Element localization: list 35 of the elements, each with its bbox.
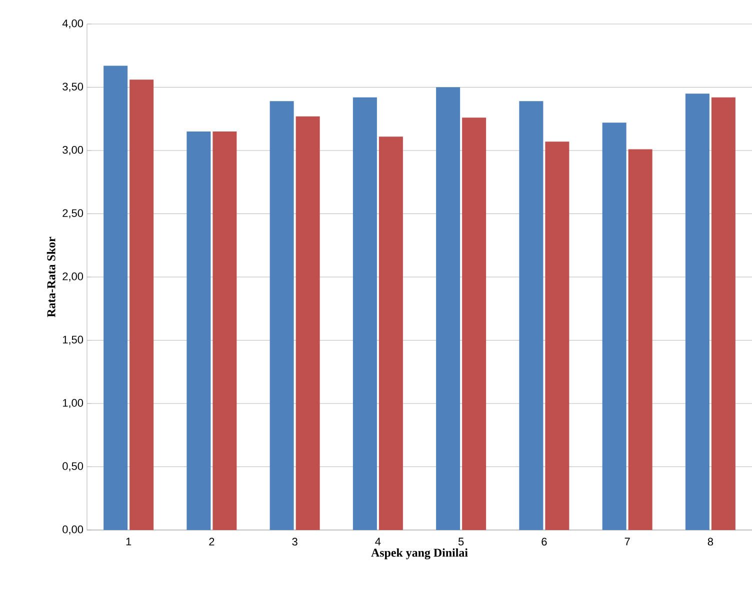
bar: [462, 118, 486, 530]
y-tick-label: 2,50: [62, 209, 84, 218]
bar: [519, 101, 544, 530]
bar: [685, 94, 710, 530]
y-tick-label: 1,50: [62, 336, 84, 345]
bar: [628, 149, 652, 530]
x-tick-label: 7: [624, 538, 630, 546]
bar: [130, 80, 154, 530]
bar: [436, 87, 460, 530]
bar: [212, 132, 237, 530]
y-tick-label: 0,50: [62, 462, 84, 472]
bar: [711, 97, 736, 530]
y-tick-label: 1,00: [62, 398, 84, 408]
x-tick-label: 3: [292, 538, 298, 546]
y-tick-label: 2,00: [62, 272, 84, 282]
y-tick-label: 0,00: [62, 525, 84, 535]
bar: [545, 142, 570, 530]
bar: [104, 66, 128, 530]
x-tick-label: 8: [708, 538, 714, 546]
x-tick-label: 4: [375, 538, 381, 546]
y-tick-label: 3,50: [62, 82, 84, 92]
x-axis-title: Aspek yang Dinilai: [371, 548, 468, 560]
y-tick-label: 4,00: [62, 19, 84, 29]
bar: [186, 132, 211, 530]
x-tick-label: 2: [209, 538, 214, 546]
x-tick-label: 6: [542, 538, 547, 546]
bar: [270, 101, 294, 530]
bar: [602, 122, 626, 530]
y-axis-title: Rata-Rata Skor: [46, 236, 56, 318]
bar: [296, 116, 320, 530]
x-tick-label: 1: [126, 538, 132, 546]
y-tick-label: 3,00: [62, 146, 84, 156]
bar: [352, 97, 377, 530]
bar: [378, 136, 403, 530]
x-tick-label: 5: [458, 538, 464, 546]
